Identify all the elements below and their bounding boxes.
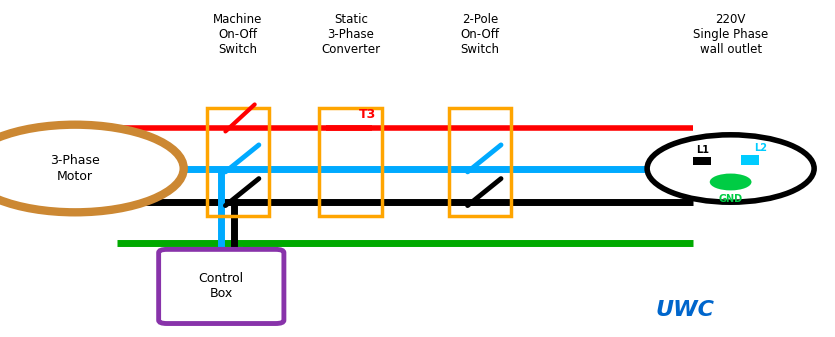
Text: Machine
On-Off
Switch: Machine On-Off Switch — [213, 13, 263, 57]
Text: L1: L1 — [696, 145, 709, 155]
Bar — [693, 157, 711, 165]
Text: GND: GND — [719, 194, 742, 204]
FancyBboxPatch shape — [159, 249, 284, 324]
Text: 3-Phase
Motor: 3-Phase Motor — [50, 154, 100, 183]
Circle shape — [0, 125, 184, 212]
Text: Control
Box: Control Box — [199, 272, 244, 301]
Text: 2-Pole
On-Off
Switch: 2-Pole On-Off Switch — [461, 13, 499, 57]
Text: T3: T3 — [359, 108, 377, 121]
Bar — [741, 155, 759, 165]
Text: 220V
Single Phase
wall outlet: 220V Single Phase wall outlet — [693, 13, 768, 57]
Text: UWC: UWC — [655, 300, 714, 320]
Circle shape — [647, 135, 814, 202]
Circle shape — [710, 174, 752, 190]
Text: Static
3-Phase
Converter: Static 3-Phase Converter — [321, 13, 380, 57]
Text: L2: L2 — [754, 143, 767, 153]
